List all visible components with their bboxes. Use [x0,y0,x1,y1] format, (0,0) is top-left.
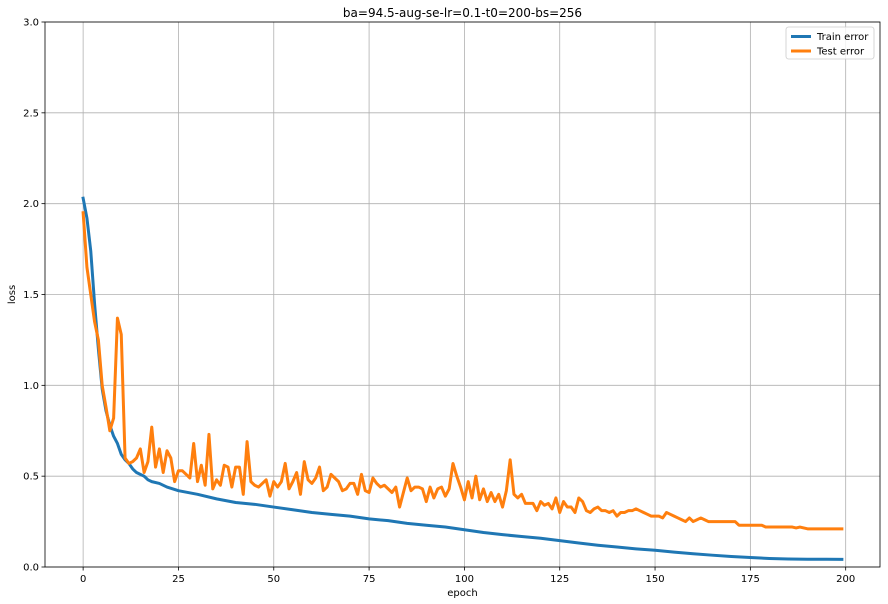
y-tick-label: 2.5 [23,108,39,119]
x-tick-label: 75 [363,574,376,585]
x-tick-label: 50 [267,574,280,585]
axis-ticks: 0 25 50 75 100 125 150 175 200 0.0 0.5 1.0 1.5 2.0 2.5… [23,18,855,586]
x-tick-label: 0 [80,574,86,585]
x-tick-label: 125 [550,574,569,585]
legend-label: Test error [816,47,865,58]
x-axis-label: epoch [447,588,477,599]
series-line-test-error [81,211,844,531]
y-axis-label: loss [7,285,18,304]
series-line-train-error [81,196,844,561]
x-tick-label: 150 [645,574,664,585]
y-tick-label: 0.0 [23,563,39,574]
legend: Train error Test error [785,26,875,60]
y-tick-label: 0.5 [23,472,39,483]
y-tick-label: 3.0 [23,18,39,29]
y-tick-label: 1.0 [23,381,39,392]
grid-lines [45,21,880,568]
chart-title: ba=94.5-aug-se-lr=0.1-t0=200-bs=256 [343,6,582,20]
legend-label: Train error [816,32,869,43]
x-tick-label: 100 [455,574,474,585]
x-tick-label: 200 [836,574,855,585]
x-tick-label: 175 [741,574,760,585]
y-tick-label: 2.0 [23,199,39,210]
series-lines [81,196,844,561]
x-tick-label: 25 [172,574,185,585]
y-tick-label: 1.5 [23,290,39,301]
